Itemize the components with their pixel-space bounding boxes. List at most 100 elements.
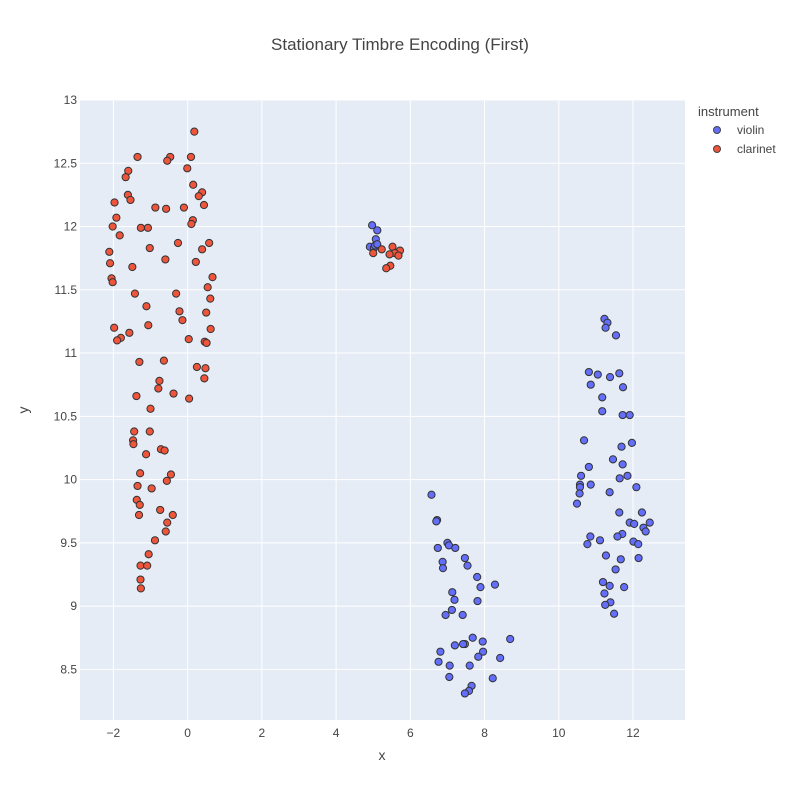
violin-point xyxy=(610,609,619,618)
violin-point xyxy=(575,489,584,498)
clarinet-point xyxy=(115,231,124,240)
violin-point xyxy=(448,588,457,597)
violin-point xyxy=(478,637,487,646)
clarinet-point xyxy=(136,469,145,478)
violin-point xyxy=(445,661,454,670)
clarinet-point xyxy=(110,198,119,207)
y-tick-label: 13 xyxy=(64,93,78,107)
clarinet-point xyxy=(186,152,196,162)
clarinet-point xyxy=(202,308,211,317)
violin-point xyxy=(617,442,626,451)
clarinet-point xyxy=(105,247,114,256)
clarinet-point xyxy=(163,518,172,527)
clarinet-point xyxy=(175,307,184,316)
clarinet-point xyxy=(369,249,378,258)
clarinet-point xyxy=(156,505,165,515)
clarinet-point xyxy=(160,446,169,455)
clarinet-point xyxy=(126,195,135,205)
violin-point xyxy=(601,323,610,332)
clarinet-point xyxy=(187,219,196,229)
violin-point xyxy=(434,657,443,666)
legend[interactable]: instrument violin clarinet xyxy=(698,104,776,156)
legend-label-clarinet: clarinet xyxy=(737,142,776,156)
violin-point xyxy=(445,672,454,682)
violin-point xyxy=(630,519,639,528)
violin-point xyxy=(618,410,627,420)
clarinet-point xyxy=(159,356,168,365)
y-tick-label: 8.5 xyxy=(60,662,77,676)
y-axis-ticks: 8.5 9 9.5 10 10.5 11 11.5 12 12.5 13 xyxy=(54,93,78,676)
x-tick-label: 8 xyxy=(481,726,488,740)
violin-point xyxy=(496,653,505,663)
clarinet-point xyxy=(132,391,141,401)
violin-point xyxy=(441,610,450,620)
violin-point xyxy=(627,438,637,447)
clarinet-point xyxy=(143,223,153,232)
violin-point xyxy=(488,674,497,683)
violin-point xyxy=(616,555,625,564)
violin-point xyxy=(641,527,650,536)
violin-point xyxy=(605,373,615,382)
clarinet-point xyxy=(130,427,139,436)
x-tick-label: −2 xyxy=(107,726,121,740)
violin-point xyxy=(460,689,469,698)
x-axis-title: x xyxy=(379,747,386,763)
clarinet-point xyxy=(161,527,170,536)
violin-point xyxy=(450,641,459,650)
clarinet-point xyxy=(377,245,386,254)
violin-point xyxy=(623,471,632,480)
clarinet-point xyxy=(105,259,115,268)
violin-point xyxy=(458,639,468,649)
clarinet-point xyxy=(147,484,156,493)
clarinet-point xyxy=(185,394,194,403)
clarinet-point xyxy=(145,427,154,436)
legend-label-violin: violin xyxy=(737,123,764,137)
violin-point xyxy=(615,474,624,483)
legend-item-violin[interactable]: violin xyxy=(713,123,765,137)
violin-point xyxy=(598,407,607,416)
clarinet-point xyxy=(133,152,142,162)
violin-point xyxy=(447,605,457,615)
violin-point xyxy=(595,536,605,545)
violin-point xyxy=(593,370,602,379)
violin-point xyxy=(478,647,488,656)
clarinet-point xyxy=(190,127,199,136)
clarinet-point xyxy=(179,203,189,212)
violin-point xyxy=(572,499,582,508)
series-violin xyxy=(365,221,654,698)
x-tick-label: 10 xyxy=(552,726,566,740)
clarinet-point xyxy=(151,203,160,212)
clarinet-point xyxy=(202,338,211,348)
violin-point xyxy=(613,532,622,541)
clarinet-point xyxy=(136,584,145,593)
clarinet-point xyxy=(199,200,209,210)
clarinet-point xyxy=(108,222,117,231)
clarinet-point xyxy=(166,470,176,479)
clarinet-point xyxy=(194,192,203,201)
violin-point xyxy=(433,543,442,553)
clarinet-point xyxy=(203,283,212,292)
violin-point xyxy=(576,471,586,480)
violin-point xyxy=(473,572,482,582)
x-tick-label: 2 xyxy=(259,726,266,740)
legend-item-clarinet[interactable]: clarinet xyxy=(713,142,777,156)
violin-point xyxy=(632,483,641,492)
violin-point xyxy=(463,561,472,570)
clarinet-point xyxy=(162,476,171,485)
y-tick-label: 10 xyxy=(64,473,78,487)
violin-point xyxy=(584,462,593,472)
clarinet-point xyxy=(113,336,122,345)
clarinet-point xyxy=(394,251,403,260)
clarinet-point xyxy=(144,321,153,330)
violin-point xyxy=(490,580,500,589)
clarinet-point xyxy=(141,450,151,459)
violin-point xyxy=(615,369,624,378)
clarinet-point xyxy=(173,238,183,248)
clarinet-point xyxy=(205,238,214,248)
violin-point xyxy=(432,517,441,526)
violin-point xyxy=(583,540,592,549)
violin-point xyxy=(436,647,445,656)
clarinet-point xyxy=(206,324,215,334)
clarinet-point xyxy=(128,262,137,272)
